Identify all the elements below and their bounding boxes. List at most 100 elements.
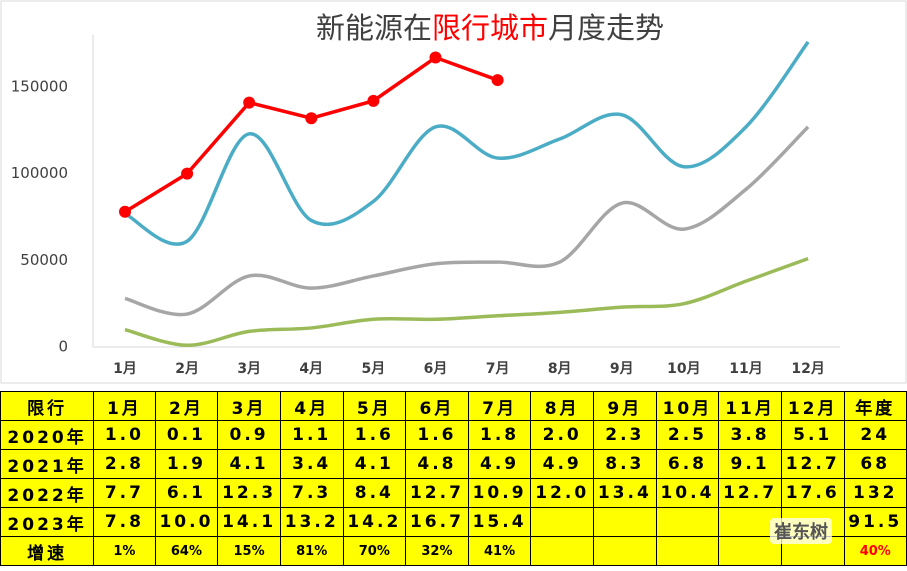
table-cell: 6.1 bbox=[154, 478, 219, 508]
table-cell: 1.6 bbox=[342, 420, 407, 450]
table-row: 2020年 1.0 0.1 0.9 1.1 1.6 1.6 1.8 2.0 2.3 2.5 3.8 5.… bbox=[0, 420, 907, 450]
table-cell: 12.7 bbox=[405, 478, 469, 508]
x-tick-label: 2月 bbox=[175, 361, 199, 377]
table-cell: 10.4 bbox=[655, 478, 720, 508]
table-cell: 4.1 bbox=[217, 449, 281, 479]
table-cell: 0.1 bbox=[154, 420, 219, 450]
y-tick-label: 100000 bbox=[11, 164, 68, 182]
title-part: 新能源在 bbox=[316, 11, 432, 45]
table-cell bbox=[530, 507, 594, 537]
table-cell: 12.7 bbox=[780, 449, 845, 479]
series-line bbox=[124, 40, 810, 246]
table-cell: 6月 bbox=[405, 391, 469, 421]
series-marker bbox=[429, 51, 442, 64]
table-cell: 1.8 bbox=[467, 420, 532, 450]
x-tick-label: 6月 bbox=[424, 361, 448, 377]
y-tick-label: 150000 bbox=[11, 78, 68, 96]
watermark: 崔东树 bbox=[770, 518, 832, 544]
table-cell: 12月 bbox=[780, 391, 845, 421]
table-cell: 6.8 bbox=[655, 449, 720, 479]
table-cell: 4.1 bbox=[342, 449, 407, 479]
table-cell: 3.4 bbox=[279, 449, 344, 479]
table-cell: 10.0 bbox=[154, 507, 219, 537]
table-cell: 9月 bbox=[593, 391, 657, 421]
table-cell bbox=[530, 536, 594, 566]
table-cell: 1% bbox=[93, 536, 156, 566]
table-cell bbox=[593, 536, 657, 566]
table-cell: 8.3 bbox=[593, 449, 657, 479]
table-cell: 12.3 bbox=[217, 478, 281, 508]
table-cell: 8.4 bbox=[342, 478, 407, 508]
table-cell: 14.2 bbox=[342, 507, 407, 537]
table-cell: 增速 bbox=[0, 536, 95, 566]
x-tick-label: 10月 bbox=[667, 361, 700, 377]
series-marker bbox=[491, 74, 504, 87]
table-cell: 4.9 bbox=[467, 449, 532, 479]
table-cell: 64% bbox=[154, 536, 219, 566]
series-line bbox=[124, 125, 810, 317]
series-marker bbox=[367, 94, 380, 107]
table-cell: 4.9 bbox=[530, 449, 594, 479]
table-cell: 年度 bbox=[843, 391, 907, 421]
table-cell: 8月 bbox=[530, 391, 594, 421]
table-cell: 7.3 bbox=[279, 478, 344, 508]
table-cell: 1.0 bbox=[93, 420, 156, 450]
table-cell: 1.1 bbox=[279, 420, 344, 450]
table-cell: 2023年 bbox=[0, 507, 95, 537]
table-cell bbox=[655, 507, 720, 537]
table-cell: 14.1 bbox=[217, 507, 281, 537]
table-cell: 限行 bbox=[0, 391, 95, 421]
table-cell: 10月 bbox=[655, 391, 720, 421]
table-cell: 2.8 bbox=[93, 449, 156, 479]
table-cell: 17.6 bbox=[780, 478, 845, 508]
chart-title: 新能源在限行城市月度走势 bbox=[316, 11, 664, 45]
table-cell: 68 bbox=[843, 449, 907, 479]
table-cell: 2.3 bbox=[593, 420, 657, 450]
table-cell: 13.2 bbox=[279, 507, 344, 537]
title-part: 限行城市 bbox=[432, 11, 548, 45]
table-cell: 1月 bbox=[93, 391, 156, 421]
table-cell: 7.7 bbox=[93, 478, 156, 508]
table-cell: 2022年 bbox=[0, 478, 95, 508]
table-cell: 0.9 bbox=[217, 420, 281, 450]
y-tick-label: 50000 bbox=[20, 251, 68, 269]
x-tick-label: 11月 bbox=[729, 361, 762, 377]
table-cell: 5.1 bbox=[780, 420, 845, 450]
table-cell: 4.8 bbox=[405, 449, 469, 479]
y-tick-label: 0 bbox=[58, 338, 68, 356]
table-cell: 5月 bbox=[342, 391, 407, 421]
table-cell: 132 bbox=[843, 478, 907, 508]
table-cell: 7月 bbox=[467, 391, 532, 421]
table-cell: 4月 bbox=[279, 391, 344, 421]
table-row: 2021年 2.8 1.9 4.1 3.4 4.1 4.8 4.9 4.9 8.3 6.8 9.1 12… bbox=[0, 449, 907, 479]
table-row: 2023年 7.8 10.0 14.1 13.2 14.2 16.7 15.4 91.5 bbox=[0, 507, 907, 537]
title-part: 月度走势 bbox=[548, 11, 664, 45]
x-tick-label: 12月 bbox=[791, 361, 824, 377]
chart-border bbox=[0, 0, 907, 384]
table-cell: 1.9 bbox=[154, 449, 219, 479]
table-cell: 2021年 bbox=[0, 449, 95, 479]
table-cell: 2020年 bbox=[0, 420, 95, 450]
series-marker bbox=[181, 167, 194, 180]
series-line bbox=[124, 256, 809, 348]
table-row: 增速 1% 64% 15% 81% 70% 32% 41% 40% bbox=[0, 536, 907, 566]
x-tick-label: 9月 bbox=[610, 361, 634, 377]
table-cell: 9.1 bbox=[718, 449, 782, 479]
table-cell: 3月 bbox=[217, 391, 281, 421]
table-cell: 7.8 bbox=[93, 507, 156, 537]
x-tick-label: 5月 bbox=[362, 361, 386, 377]
table-cell: 40% bbox=[843, 536, 907, 566]
table-cell: 1.6 bbox=[405, 420, 469, 450]
table-cell: 12.7 bbox=[718, 478, 782, 508]
series-marker bbox=[119, 205, 131, 218]
chart: 新能源在限行城市月度走势 0 50000 100000 150000 1月 2月 3月 4月 5… bbox=[0, 0, 907, 384]
table-cell: 2月 bbox=[154, 391, 219, 421]
x-tick-label: 4月 bbox=[299, 361, 323, 377]
table-cell bbox=[655, 536, 720, 566]
table-cell: 2.5 bbox=[655, 420, 720, 450]
table-cell: 13.4 bbox=[593, 478, 657, 508]
table-cell bbox=[593, 507, 657, 537]
table-cell: 41% bbox=[467, 536, 532, 566]
table-cell: 12.0 bbox=[530, 478, 594, 508]
